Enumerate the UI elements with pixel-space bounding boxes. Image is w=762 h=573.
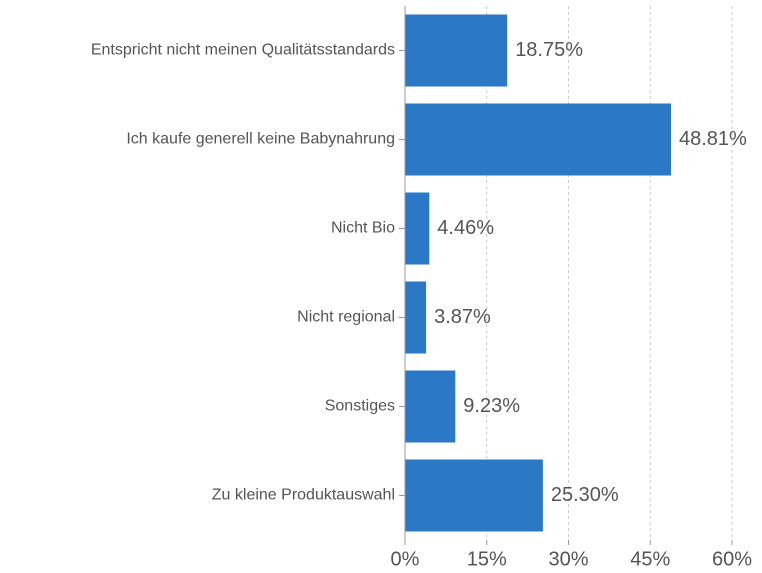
y-tick-label: Zu kleine Produktauswahl xyxy=(212,487,395,504)
value-label: 9.23% xyxy=(463,395,520,417)
x-tick-label: 45% xyxy=(630,548,670,570)
bar xyxy=(405,14,508,87)
value-label: 48.81% xyxy=(679,128,747,150)
x-tick-label: 30% xyxy=(548,548,588,570)
x-tick-label: 15% xyxy=(467,548,507,570)
bar xyxy=(405,370,456,443)
bar xyxy=(405,281,427,354)
bar xyxy=(405,103,672,176)
value-label: 3.87% xyxy=(434,306,491,328)
bar xyxy=(405,459,543,532)
x-tick-label: 60% xyxy=(712,548,752,570)
y-tick-label: Entspricht nicht meinen Qualitätsstandar… xyxy=(91,42,395,59)
value-label: 18.75% xyxy=(515,39,583,61)
x-tick-label: 0% xyxy=(391,548,420,570)
value-label: 4.46% xyxy=(437,217,494,239)
y-tick-label: Nicht regional xyxy=(297,309,395,326)
y-tick-label: Sonstiges xyxy=(325,398,395,415)
value-label: 25.30% xyxy=(551,484,619,506)
y-tick-label: Nicht Bio xyxy=(331,220,395,237)
y-tick-label: Ich kaufe generell keine Babynahrung xyxy=(126,131,395,148)
bar xyxy=(405,192,430,265)
